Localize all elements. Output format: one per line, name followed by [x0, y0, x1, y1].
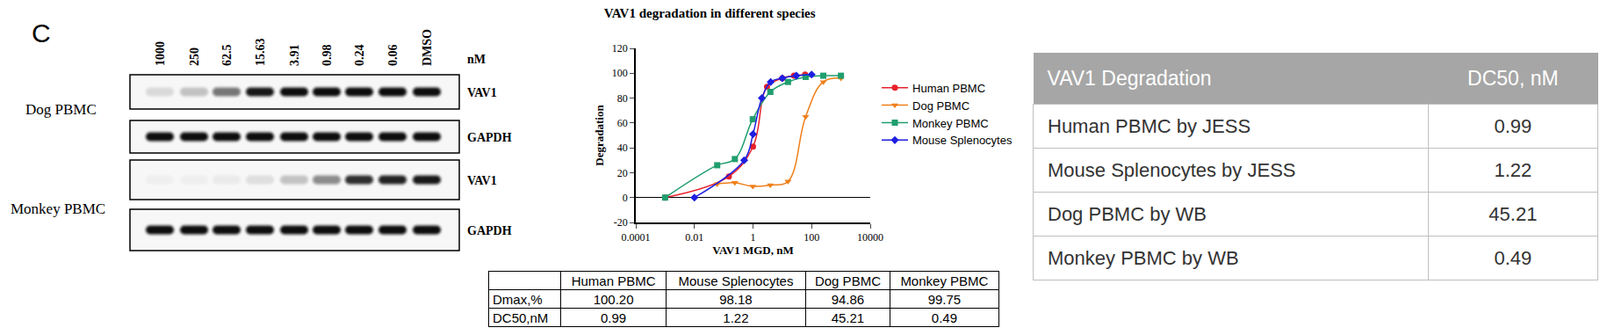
svg-text:VAV1: VAV1 — [467, 173, 498, 188]
html-text:45.21: 45.21 — [831, 309, 865, 325]
svg-text:nM: nM — [467, 52, 486, 66]
html-text:Mouse Splenocytes by JESS: Mouse Splenocytes by JESS — [1047, 158, 1296, 181]
html-text:Monkey PBMC: Monkey PBMC — [900, 272, 989, 288]
html-text:1.22: 1.22 — [722, 309, 749, 325]
svg-text:60: 60 — [617, 116, 628, 130]
svg-text:100: 100 — [612, 66, 628, 80]
html-text:0.99: 0.99 — [1494, 114, 1532, 137]
svg-text:3.91: 3.91 — [288, 44, 302, 67]
svg-text:VAV1 degradation in different: VAV1 degradation in different species — [604, 6, 816, 21]
html-text:0.49: 0.49 — [1494, 246, 1532, 269]
html-text:Human PBMC: Human PBMC — [571, 272, 656, 288]
svg-text:0.98: 0.98 — [320, 44, 334, 67]
html-text:DC50, nM: DC50, nM — [1467, 66, 1559, 90]
svg-text:10000: 10000 — [857, 230, 884, 244]
svg-text:120: 120 — [612, 42, 628, 55]
svg-text:Monkey PBMC: Monkey PBMC — [912, 116, 989, 130]
svg-text:1: 1 — [750, 230, 757, 244]
html-text:1.22: 1.22 — [1494, 158, 1532, 181]
svg-text:0.0001: 0.0001 — [621, 230, 651, 244]
html-text:VAV1 Degradation: VAV1 Degradation — [1047, 66, 1212, 90]
html-text:94.86: 94.86 — [831, 291, 865, 307]
svg-text:-20: -20 — [613, 216, 628, 229]
svg-text:15.63: 15.63 — [253, 38, 267, 67]
svg-text:Dog PBMC: Dog PBMC — [25, 100, 97, 118]
svg-text:250: 250 — [187, 47, 202, 66]
svg-text:1000: 1000 — [153, 41, 167, 66]
html-text:0.99: 0.99 — [600, 309, 627, 325]
html-text:Dog PBMC: Dog PBMC — [814, 272, 881, 288]
svg-text:0: 0 — [622, 191, 628, 204]
svg-text:62.5: 62.5 — [220, 44, 234, 67]
html-text:99.75: 99.75 — [927, 291, 961, 307]
html-text:Dmax,%: Dmax,% — [492, 291, 543, 307]
svg-text:Mouse Splenocytes: Mouse Splenocytes — [912, 133, 1013, 147]
svg-text:20: 20 — [617, 166, 628, 180]
svg-text:Monkey PBMC: Monkey PBMC — [10, 200, 106, 217]
html-text:98.18: 98.18 — [719, 291, 753, 307]
html-text:45.21: 45.21 — [1488, 202, 1538, 225]
html-text:Monkey PBMC by WB: Monkey PBMC by WB — [1047, 246, 1239, 269]
svg-text:Dog PBMC: Dog PBMC — [912, 99, 970, 113]
svg-text:VAV1: VAV1 — [467, 86, 498, 100]
svg-text:40: 40 — [617, 141, 628, 154]
html-text:Mouse Splenocytes: Mouse Splenocytes — [678, 272, 794, 288]
html-text:Dog PBMC by WB: Dog PBMC by WB — [1047, 202, 1207, 225]
svg-text:GAPDH: GAPDH — [467, 130, 512, 145]
svg-text:GAPDH: GAPDH — [467, 223, 512, 238]
svg-text:DMSO: DMSO — [420, 28, 434, 66]
svg-text:0.01: 0.01 — [684, 230, 704, 244]
html-text:100.20: 100.20 — [593, 291, 634, 307]
svg-text:C: C — [31, 18, 51, 48]
svg-text:100: 100 — [803, 230, 820, 244]
svg-text:0.06: 0.06 — [386, 44, 400, 67]
html-text:DC50,nM: DC50,nM — [492, 309, 549, 325]
svg-text:Human PBMC: Human PBMC — [912, 81, 986, 95]
svg-text:VAV1 MGD, nM: VAV1 MGD, nM — [712, 243, 793, 257]
svg-text:80: 80 — [617, 92, 628, 105]
html-text:Human PBMC by JESS: Human PBMC by JESS — [1047, 114, 1251, 137]
svg-text:0.24: 0.24 — [353, 44, 367, 67]
html-text:0.49: 0.49 — [931, 309, 958, 325]
svg-text:Degradation: Degradation — [592, 104, 606, 166]
